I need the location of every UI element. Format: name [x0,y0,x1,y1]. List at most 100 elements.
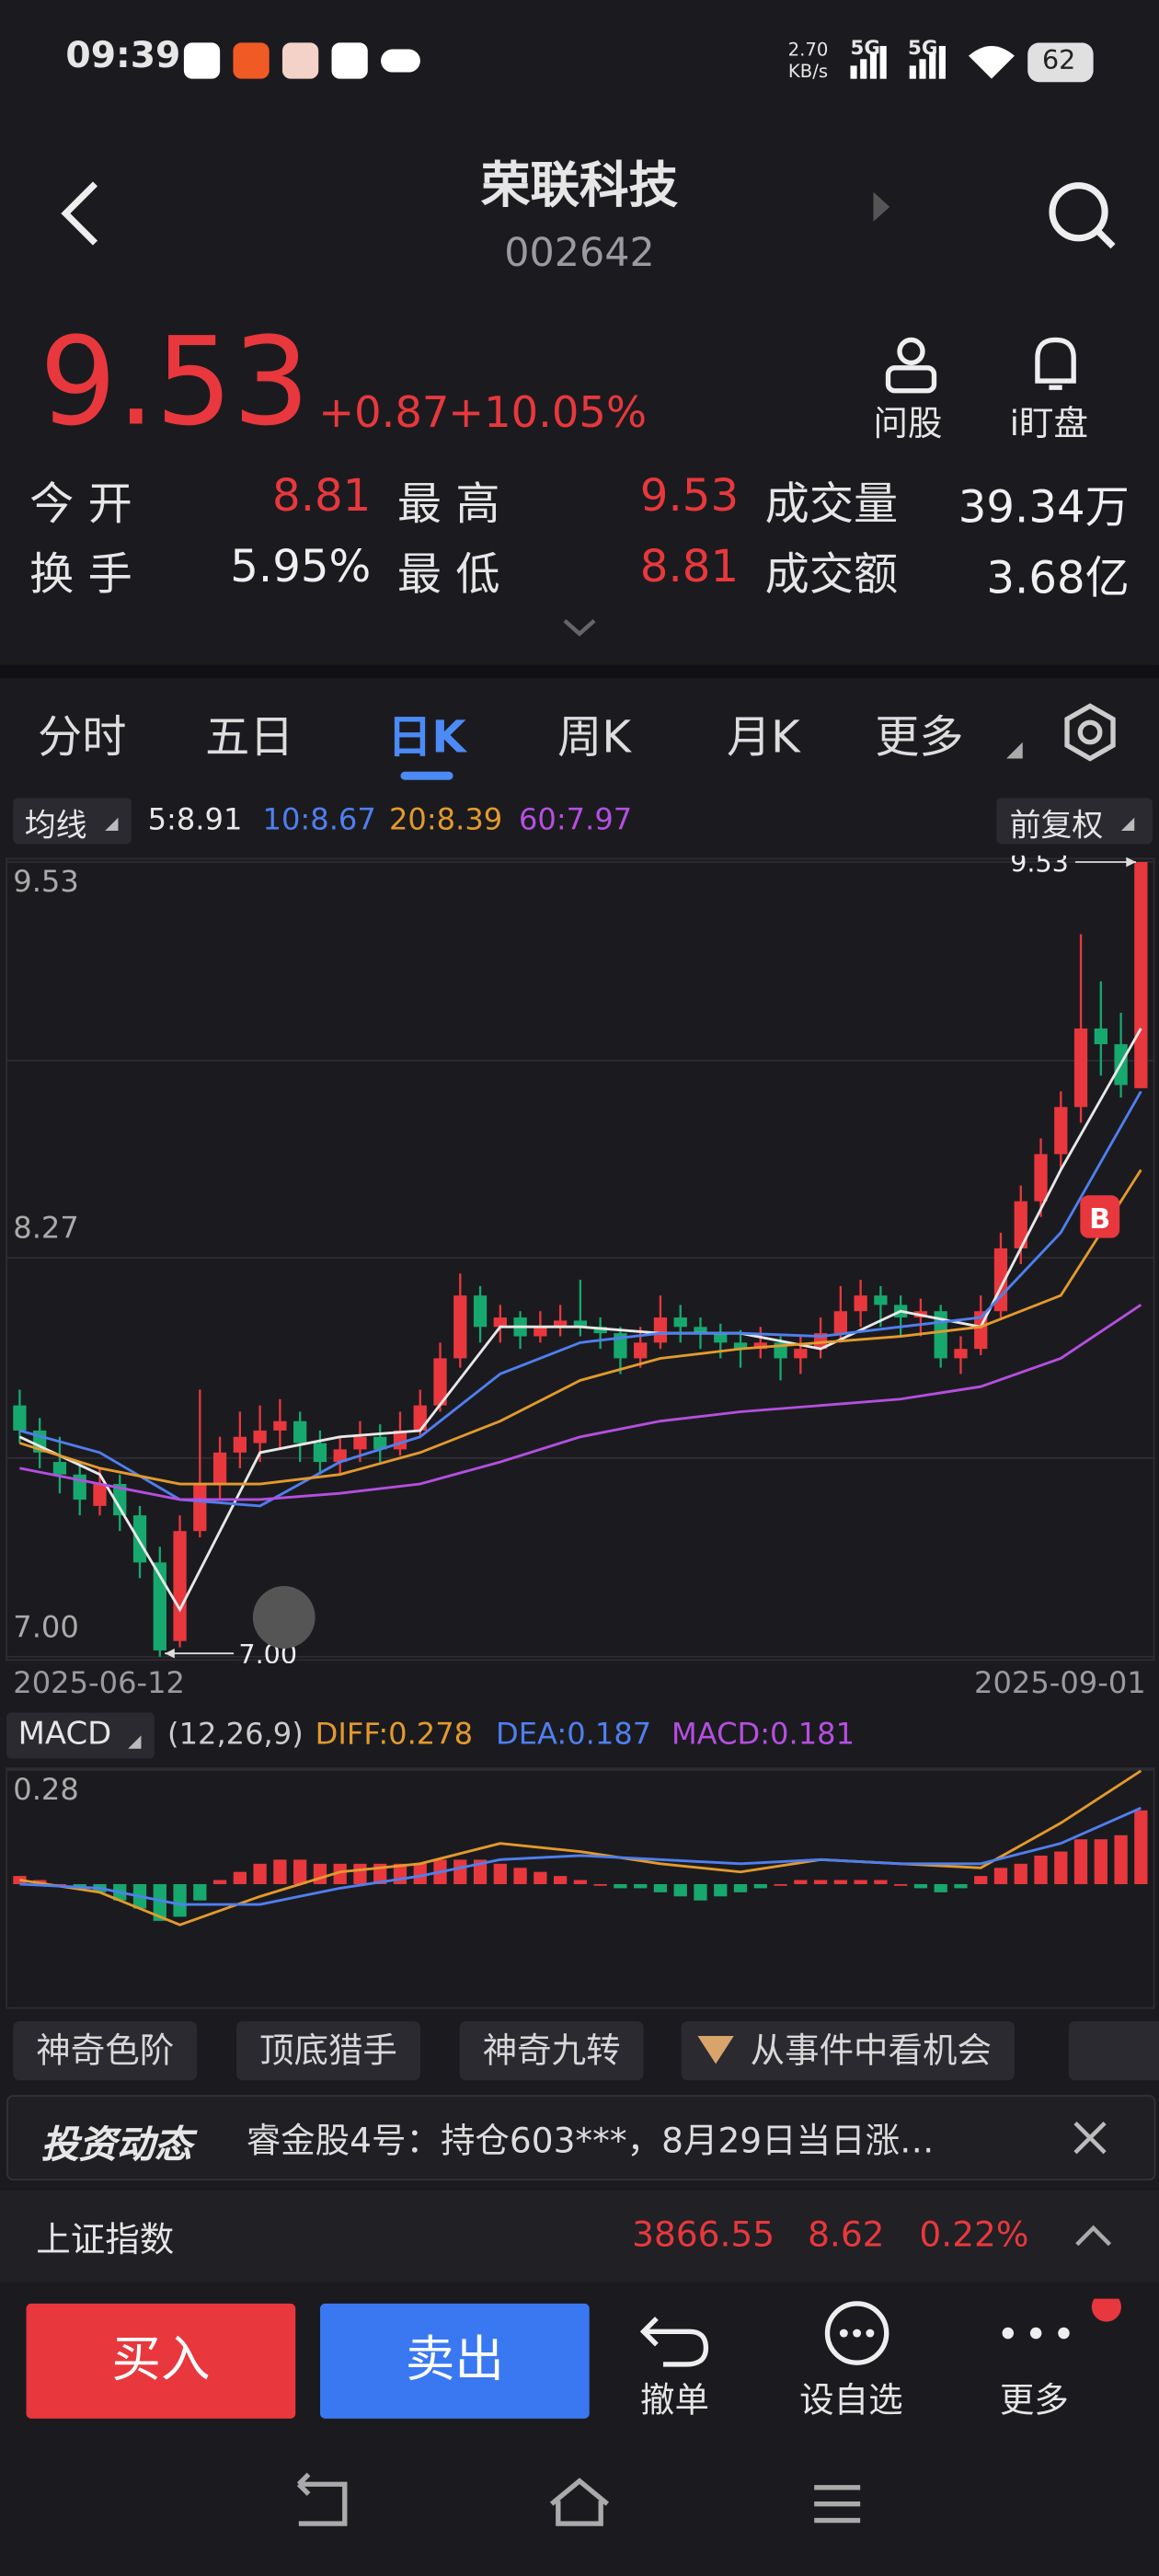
ma-label: 均线 [24,808,87,845]
news-bar[interactable]: 投资动态 睿金股4号：持仓603***，8月29日当日涨… [6,2095,1156,2181]
index-name: 上证指数 [36,2219,175,2260]
stat-value: 3.68亿 [986,553,1130,604]
candle-body [52,1462,67,1475]
candle-body [794,1349,808,1359]
tab[interactable]: 日K [387,712,466,764]
settings-button[interactable] [1061,703,1119,762]
watch-label[interactable]: i盯盘 [1009,404,1088,443]
macd-bar [253,1863,267,1884]
ask-icon[interactable] [880,335,946,394]
stat-label: 成交额 [764,549,899,602]
macd-bar [534,1871,547,1884]
candle-body [273,1420,287,1431]
adjust-selector[interactable]: 前复权 [996,798,1153,845]
candle-body [1054,1107,1068,1155]
speed: 2.70 [787,39,829,62]
macd-params: (12,26,9) [167,1717,304,1753]
indicator-selector[interactable]: MACD [6,1712,155,1759]
watch-icon[interactable] [1027,335,1084,394]
candle-body [1034,1154,1048,1202]
tool-chip[interactable]: 顶底猎手 [235,2020,420,2081]
y-tick-label: 7.00 [13,1609,79,1644]
tool-chip[interactable]: 神奇九转 [459,2020,644,2081]
tab[interactable]: 分时 [38,712,127,764]
candle-body [212,1452,227,1484]
macd-bar [1014,1863,1027,1884]
macd-bar [733,1883,748,1892]
ask-label[interactable]: 问股 [873,404,943,443]
caret [128,1735,142,1749]
macd-bar [1114,1834,1128,1884]
tool-chip-partial[interactable] [1068,2020,1159,2081]
candle-body [753,1342,767,1350]
macd-bar [1034,1855,1048,1884]
x-label: 2025-06-12 [13,1666,185,1701]
tab[interactable]: 更多 [875,712,964,764]
index-bar[interactable]: 上证指数 3866.55 8.62 0.22% [0,2190,1159,2283]
back-button[interactable] [50,178,115,250]
candle-body [353,1436,367,1450]
stat-label: 最 高 [396,479,500,531]
stat-label: 最 低 [396,549,500,602]
tab[interactable]: 周K [557,712,631,764]
plot-frame [6,857,1155,1662]
cancel-label[interactable]: 撤单 [640,2380,709,2421]
macd-bar [813,1880,828,1884]
candle-body [714,1333,728,1343]
macd-bar [153,1883,166,1921]
macd-bar [854,1880,867,1884]
candle-body [1073,1028,1088,1108]
candle-body [193,1483,207,1532]
candle-body [493,1317,507,1328]
candle-body [1134,861,1148,1088]
adjust-label: 前复权 [1009,808,1104,845]
more-label[interactable]: 更多 [999,2380,1069,2421]
macd-bar [212,1880,227,1884]
candle-body [694,1327,707,1334]
max-marker-label: 9.53 [1010,856,1069,879]
macd-bar [593,1883,607,1886]
candle-body [93,1483,107,1506]
expand-chevron[interactable] [561,617,597,640]
candle-body [433,1358,447,1406]
macd-bar [974,1876,988,1884]
watchlist-label[interactable]: 设自选 [799,2380,903,2421]
close-button[interactable] [1071,2118,1110,2157]
macd-bar [614,1883,627,1889]
sell-button[interactable]: 卖出 [320,2303,590,2419]
signal-badge [1080,1195,1120,1238]
tool-chip[interactable]: 神奇色阶 [13,2020,198,2081]
candle-body [673,1317,687,1328]
ma-legend-item: 20:8.39 [388,802,503,838]
signal-icons [850,42,1094,83]
candle-body [1014,1201,1027,1248]
candle-body [253,1430,267,1443]
change-percent: +10.05% [448,388,648,439]
index-pct: 0.22% [919,2214,1029,2255]
buy-button[interactable]: 买入 [26,2303,296,2419]
macd-bar [874,1880,888,1884]
tab-underline [400,771,453,780]
tab[interactable]: 月K [726,712,800,764]
speed-unit: KB/s [787,61,829,83]
action-icons [640,2298,1121,2367]
tab[interactable]: 五日 [205,712,294,764]
candle-body [653,1317,668,1343]
search-button[interactable] [1044,178,1119,253]
macd-bar [553,1876,568,1884]
change: +0.87 [318,388,450,439]
collapse-chevron[interactable] [1073,2223,1113,2249]
macd-bar [293,1859,307,1884]
next-arrow[interactable] [866,189,900,224]
stat-value: 8.81 [639,541,740,593]
divider [0,664,1159,679]
y-tick-label: 0.28 [13,1772,79,1807]
index-change: 8.62 [808,2214,885,2255]
macd-chart: 0.28 [6,1767,1155,2009]
news-tag: 投资动态 [40,2124,192,2168]
macd-bar [913,1883,928,1889]
tool-chip[interactable]: 从事件中看机会 [681,2020,1015,2081]
stat-value: 9.53 [639,471,740,523]
stock-code: 002642 [504,229,655,276]
